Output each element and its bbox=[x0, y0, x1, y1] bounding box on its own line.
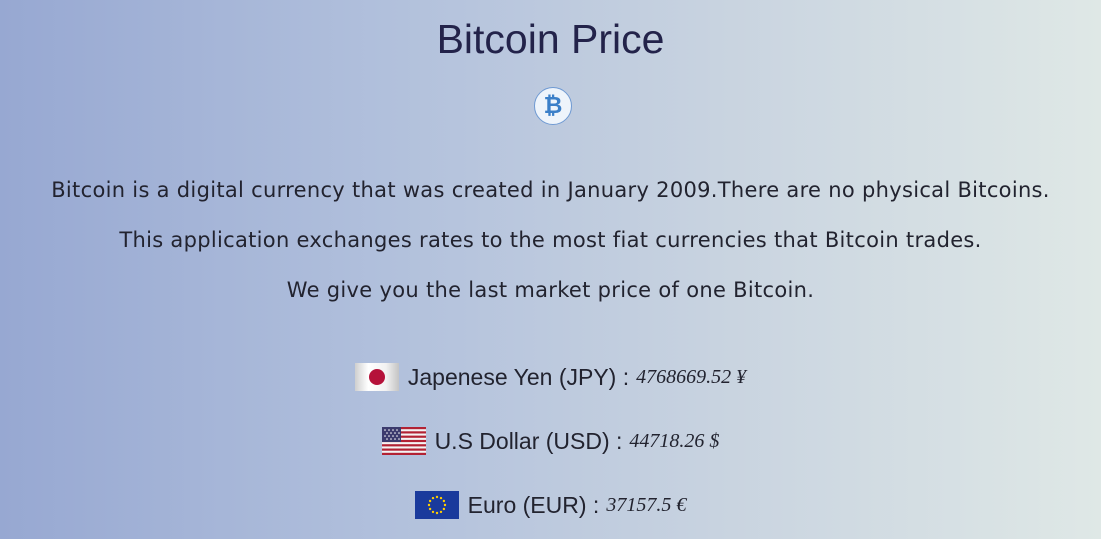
japan-flag-icon bbox=[354, 363, 399, 391]
rate-label-eur: Euro (EUR) : bbox=[467, 491, 600, 518]
bitcoin-icon: ₿ bbox=[534, 87, 572, 125]
rate-value-jpy: 4768669.52 ¥ bbox=[636, 365, 747, 388]
description-line-1: Bitcoin is a digital currency that was c… bbox=[51, 178, 1050, 202]
eu-flag-icon bbox=[414, 491, 459, 519]
description-line-3: We give you the last market price of one… bbox=[286, 278, 815, 302]
usa-flag-icon bbox=[381, 427, 426, 455]
page-title: Bitcoin Price bbox=[436, 16, 665, 62]
rate-row-eur: Euro (EUR) : 37157.5 € bbox=[0, 490, 1101, 520]
description-line-2: This application exchanges rates to the … bbox=[119, 228, 982, 252]
rate-row-jpy: Japenese Yen (JPY) : 4768669.52 ¥ bbox=[0, 362, 1101, 392]
rate-value-eur: 37157.5 € bbox=[606, 493, 687, 516]
rate-value-usd: 44718.26 $ bbox=[629, 429, 720, 452]
rate-row-usd: U.S Dollar (USD) : 44718.26 $ bbox=[0, 426, 1101, 456]
rate-label-jpy: Japenese Yen (JPY) : bbox=[407, 363, 630, 390]
rate-label-usd: U.S Dollar (USD) : bbox=[434, 427, 623, 454]
